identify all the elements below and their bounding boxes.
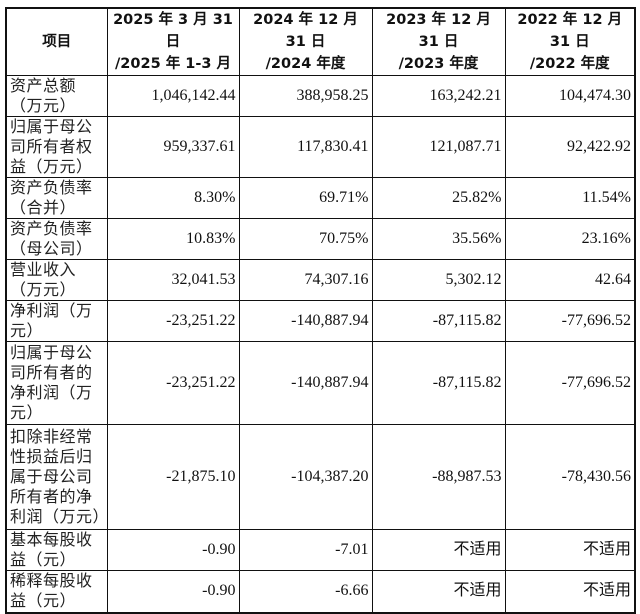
row-value: 121,087.71: [371, 116, 506, 178]
table-row: 稀释每股收益（元） -0.90 -6.66 不适用 不适用: [5, 570, 636, 613]
row-label: 稀释每股收益（元）: [5, 570, 108, 613]
row-label: 资产负债率（合并）: [5, 177, 108, 219]
header-row: 项目 2025 年 3 月 31 日/2025 年 1-3 月 2024 年 1…: [5, 7, 636, 76]
header-2023: 2023 年 12 月 31 日/2023 年度: [371, 7, 506, 76]
row-value: 35.56%: [371, 218, 506, 260]
header-line: /2022 年度: [529, 56, 610, 72]
row-value: -21,875.10: [106, 424, 240, 530]
table-row: 资产总额（万元） 1,046,142.44 388,958.25 163,242.21…: [5, 75, 636, 117]
header-line: /2024 年度: [265, 56, 346, 72]
header-line: 2022 年 12 月 31 日: [517, 12, 623, 50]
row-value: -7.01: [238, 529, 373, 571]
row-label: 净利润（万元）: [5, 300, 108, 342]
table-row: 资产负债率（母公司） 10.83% 70.75% 35.56% 23.16%: [5, 218, 636, 260]
row-value: 70.75%: [238, 218, 373, 260]
row-value: 69.71%: [238, 177, 373, 219]
row-value: 11.54%: [504, 177, 636, 219]
row-value: 8.30%: [106, 177, 240, 219]
row-value: 92,422.92: [504, 116, 636, 178]
table-row: 基本每股收益（元） -0.90 -7.01 不适用 不适用: [5, 529, 636, 571]
table-row: 归属于母公司所有者权益（万元） 959,337.61 117,830.41 121,0…: [5, 116, 636, 178]
row-value: 74,307.16: [238, 259, 373, 301]
row-value: 23.16%: [504, 218, 636, 260]
header-line: /2025 年 1-3 月: [115, 56, 231, 72]
row-value: 117,830.41: [238, 116, 373, 178]
row-value: -140,887.94: [238, 300, 373, 342]
row-value: -6.66: [238, 570, 373, 613]
row-value: -88,987.53: [371, 424, 506, 530]
row-value: 959,337.61: [106, 116, 240, 178]
row-value: 不适用: [504, 529, 636, 571]
row-value: 不适用: [504, 570, 636, 613]
header-2025q1: 2025 年 3 月 31 日/2025 年 1-3 月: [106, 7, 240, 76]
header-2022: 2022 年 12 月 31 日/2022 年度: [504, 7, 636, 76]
row-label: 归属于母公司所有者权益（万元）: [5, 116, 108, 178]
header-item: 项目: [5, 7, 108, 76]
header-line: /2023 年度: [398, 56, 479, 72]
table-row: 扣除非经常性损益后归属于母公司所有者的净利润（万元） -21,875.10 -104…: [5, 424, 636, 530]
row-label: 归属于母公司所有者的净利润（万元）: [5, 341, 108, 425]
row-value: -0.90: [106, 570, 240, 613]
row-value: 5,302.12: [371, 259, 506, 301]
row-label: 资产总额（万元）: [5, 75, 108, 117]
row-value: 不适用: [371, 570, 506, 613]
table-row: 净利润（万元） -23,251.22 -140,887.94 -87,115.82 -7…: [5, 300, 636, 342]
row-value: 163,242.21: [371, 75, 506, 117]
row-value: -77,696.52: [504, 300, 636, 342]
row-value: -104,387.20: [238, 424, 373, 530]
financial-data-table: 项目 2025 年 3 月 31 日/2025 年 1-3 月 2024 年 1…: [5, 7, 636, 614]
row-value: -140,887.94: [238, 341, 373, 425]
row-value: -77,696.52: [504, 341, 636, 425]
row-label: 基本每股收益（元）: [5, 529, 108, 571]
row-value: 32,041.53: [106, 259, 240, 301]
row-label: 营业收入（万元）: [5, 259, 108, 301]
table-row: 营业收入（万元） 32,041.53 74,307.16 5,302.12 42.64: [5, 259, 636, 301]
row-value: 25.82%: [371, 177, 506, 219]
header-line: 2024 年 12 月 31 日: [253, 12, 358, 50]
row-value: -0.90: [106, 529, 240, 571]
header-item-text: 项目: [42, 34, 72, 50]
row-value: 388,958.25: [238, 75, 373, 117]
row-value: -23,251.22: [106, 341, 240, 425]
row-value: 不适用: [371, 529, 506, 571]
table-row: 资产负债率（合并） 8.30% 69.71% 25.82% 11.54%: [5, 177, 636, 219]
header-line: 2023 年 12 月 31 日: [386, 12, 491, 50]
row-value: 1,046,142.44: [106, 75, 240, 117]
row-value: -23,251.22: [106, 300, 240, 342]
table-row: 归属于母公司所有者的净利润（万元） -23,251.22 -140,887.94 -8…: [5, 341, 636, 425]
header-line: 2025 年 3 月 31 日: [113, 12, 233, 50]
header-2024: 2024 年 12 月 31 日/2024 年度: [238, 7, 373, 76]
row-value: -87,115.82: [371, 341, 506, 425]
row-value: 104,474.30: [504, 75, 636, 117]
row-value: -87,115.82: [371, 300, 506, 342]
row-label: 扣除非经常性损益后归属于母公司所有者的净利润（万元）: [5, 424, 109, 530]
row-value: 42.64: [504, 259, 636, 301]
row-value: 10.83%: [106, 218, 240, 260]
row-label: 资产负债率（母公司）: [5, 218, 108, 260]
row-value: -78,430.56: [504, 424, 636, 530]
